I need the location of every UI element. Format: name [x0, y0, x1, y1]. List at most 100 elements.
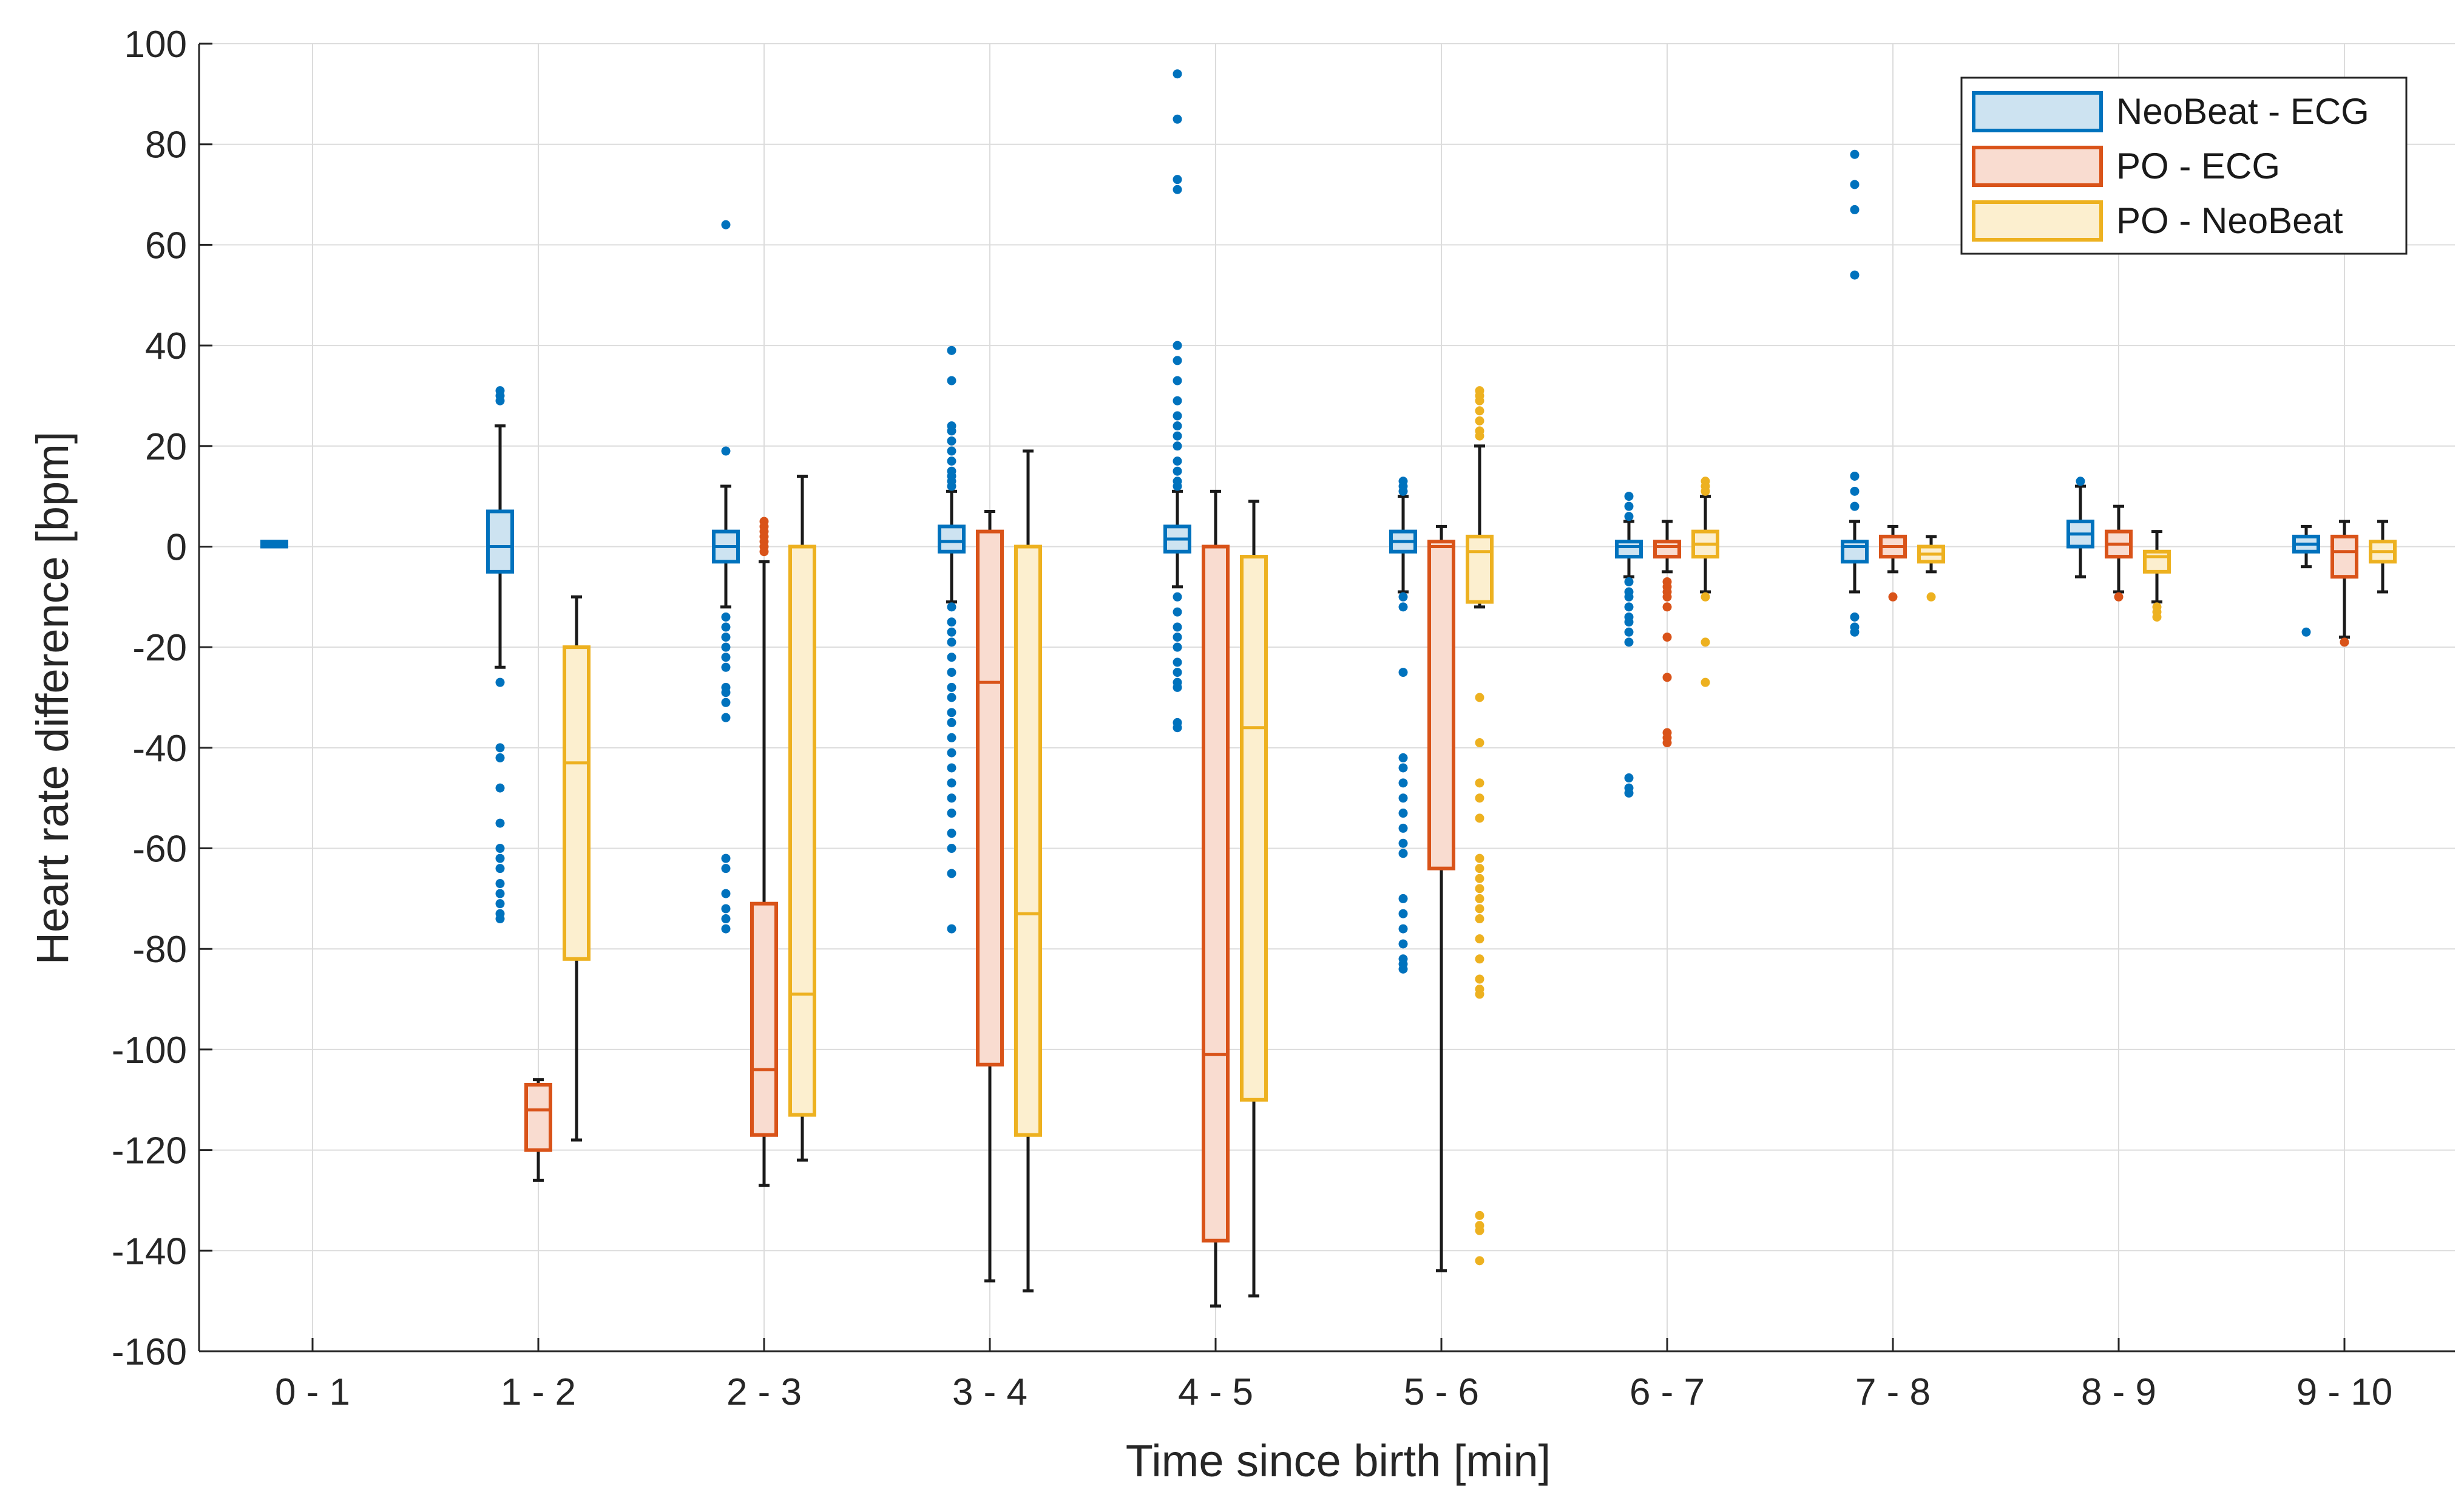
outlier-point [721, 889, 731, 898]
outlier-point [1173, 481, 1182, 491]
legend-swatch [1972, 200, 2103, 242]
box-group [1841, 149, 1869, 637]
outlier-point [495, 914, 505, 924]
outlier-point [1662, 633, 1672, 642]
y-tick-label: -100 [112, 1030, 187, 1071]
box-iqr [486, 509, 514, 574]
outlier-point [1624, 788, 1634, 798]
x-tick-label: 9 - 10 [2296, 1371, 2393, 1413]
outlier-point [1173, 456, 1182, 466]
outlier-point [1475, 416, 1484, 426]
outlier-point [1475, 693, 1484, 702]
outlier-point [2114, 592, 2124, 602]
outlier-point [1398, 939, 1408, 949]
outlier-point [947, 436, 956, 446]
outlier-point [2301, 627, 2311, 637]
outlier-point [1173, 396, 1182, 405]
outlier-point [1173, 723, 1182, 733]
outlier-point [1475, 853, 1484, 863]
outlier-point [1475, 778, 1484, 788]
box-iqr [2330, 534, 2358, 579]
y-tick-label: -120 [112, 1130, 187, 1172]
outlier-point [1624, 637, 1634, 647]
outlier-point [1173, 356, 1182, 365]
outlier-point [1398, 894, 1408, 903]
outlier-point [1850, 612, 1860, 622]
outlier-point [721, 612, 731, 622]
legend-label: NeoBeat - ECG [2116, 91, 2369, 132]
outlier-point [495, 396, 505, 405]
outlier-point [1475, 974, 1484, 984]
y-tick-label: 100 [124, 24, 187, 66]
y-tick-label: -160 [112, 1331, 187, 1373]
outlier-point [1701, 486, 1710, 496]
outlier-point [721, 633, 731, 642]
outlier-point [1475, 1226, 1484, 1235]
outlier-point [1398, 823, 1408, 833]
legend-label: PO - ECG [2116, 146, 2280, 186]
outlier-point [1398, 849, 1408, 858]
legend-swatch [1972, 91, 2103, 132]
outlier-point [947, 481, 956, 491]
box-group [1917, 535, 1945, 602]
box-iqr [1240, 555, 1268, 1102]
box-group [1240, 500, 1268, 1298]
outlier-point [1475, 914, 1484, 924]
outlier-point [947, 778, 956, 788]
outlier-point [947, 426, 956, 436]
outlier-point [1475, 864, 1484, 874]
box-group [2292, 524, 2320, 637]
outlier-point [947, 602, 956, 612]
legend-label: PO - NeoBeat [2116, 200, 2343, 241]
outlier-point [1624, 577, 1634, 586]
outlier-point [947, 718, 956, 727]
outlier-point [495, 889, 505, 898]
outlier-point [1475, 954, 1484, 964]
outlier-point [1624, 773, 1634, 783]
outlier-point [1398, 778, 1408, 788]
outlier-point [1398, 753, 1408, 762]
outlier-point [1475, 431, 1484, 441]
outlier-point [1398, 909, 1408, 918]
outlier-point [947, 733, 956, 742]
x-tick-label: 1 - 2 [501, 1371, 576, 1413]
outlier-point [947, 668, 956, 677]
box-iqr [938, 524, 966, 554]
x-tick-label: 6 - 7 [1630, 1371, 1705, 1413]
outlier-point [1173, 411, 1182, 421]
outlier-point [721, 446, 731, 456]
outlier-point [2076, 477, 2085, 486]
legend-swatch [1972, 146, 2103, 187]
y-tick-label: 20 [145, 426, 187, 468]
outlier-point [1888, 592, 1898, 602]
outlier-point [947, 924, 956, 934]
outlier-point [947, 637, 956, 647]
box-iqr [750, 901, 778, 1137]
box-group [712, 220, 740, 934]
outlier-point [1850, 486, 1860, 496]
box-group [2330, 520, 2358, 647]
y-tick-label: 0 [166, 526, 187, 568]
box-iqr [2143, 549, 2171, 574]
axes: 100 80 60 40 20 0 -20 -40 -60 -80 -100 -120 -140 -160… [112, 24, 2455, 1413]
outlier-point [1475, 884, 1484, 894]
outlier-point [1475, 934, 1484, 944]
outlier-point [1173, 431, 1182, 441]
box-group [1427, 524, 1455, 1272]
outlier-point [1475, 989, 1484, 999]
outlier-point [1701, 592, 1710, 602]
outlier-point [1173, 607, 1182, 617]
outlier-point [721, 662, 731, 672]
outlier-point [1850, 501, 1860, 511]
box-iqr [788, 545, 816, 1117]
outlier-point [1624, 492, 1634, 501]
box-group [2369, 520, 2397, 594]
outlier-point [1173, 376, 1182, 385]
outlier-point [1173, 69, 1182, 79]
box-marks [260, 69, 2397, 1308]
outlier-point [1475, 1210, 1484, 1220]
box-group [260, 540, 288, 549]
box-group [938, 345, 966, 934]
outlier-point [947, 682, 956, 692]
